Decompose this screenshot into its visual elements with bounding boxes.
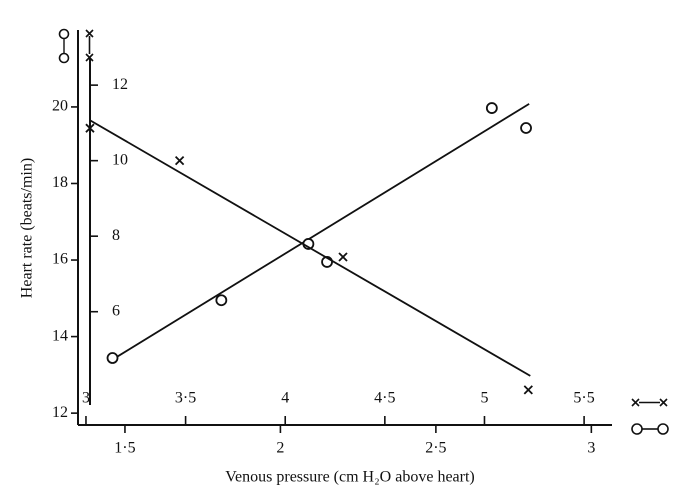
- axis-symbol-circles: [58, 28, 70, 64]
- y2-tick-label: 10: [112, 151, 128, 168]
- y2-tick-label: 12: [112, 76, 128, 93]
- y-tick-label: 12: [52, 404, 68, 421]
- y2-tick-label: 6: [112, 302, 120, 319]
- y-axis-label: Heart rate (beats/min): [19, 158, 36, 298]
- point: [338, 252, 348, 262]
- y-tick-label: 16: [52, 251, 68, 268]
- point: [485, 102, 498, 114]
- x2-tick-label: 4: [281, 390, 289, 407]
- x2-tick-label: 3·5: [175, 390, 196, 407]
- axis-symbol-crosses: [85, 29, 94, 62]
- x2-tick-label: 5: [480, 390, 488, 407]
- fit-line: [89, 119, 531, 377]
- legend-circles: [631, 423, 669, 435]
- x2-tick-label: 5·5: [573, 390, 594, 407]
- x-axis-label: Venous pressure (cm H₂O above heart): [225, 469, 475, 486]
- point: [523, 385, 533, 395]
- y-tick-label: 20: [52, 98, 68, 115]
- fit-line: [112, 103, 530, 361]
- x-tick-label: 1·5: [114, 440, 135, 457]
- legend-crosses: [631, 398, 668, 407]
- point: [106, 352, 119, 364]
- x2-tick-label: 4·5: [374, 390, 395, 407]
- y-tick-label: 14: [52, 327, 68, 344]
- x2-tick-label: 3: [82, 390, 90, 407]
- y-tick-label: 18: [52, 174, 68, 191]
- x-tick-label: 2: [276, 440, 284, 457]
- point: [520, 122, 532, 134]
- x-tick-label: 2·5: [425, 440, 446, 457]
- point: [85, 123, 95, 133]
- point: [174, 156, 185, 166]
- x-tick-label: 3: [587, 440, 595, 457]
- y2-tick-label: 8: [112, 227, 120, 244]
- point: [215, 294, 228, 307]
